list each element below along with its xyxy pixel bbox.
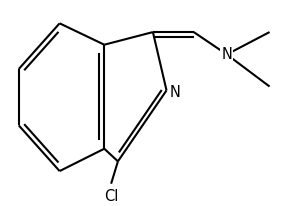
Text: N: N (221, 47, 232, 62)
Text: Cl: Cl (104, 188, 118, 204)
Text: N: N (169, 85, 180, 100)
